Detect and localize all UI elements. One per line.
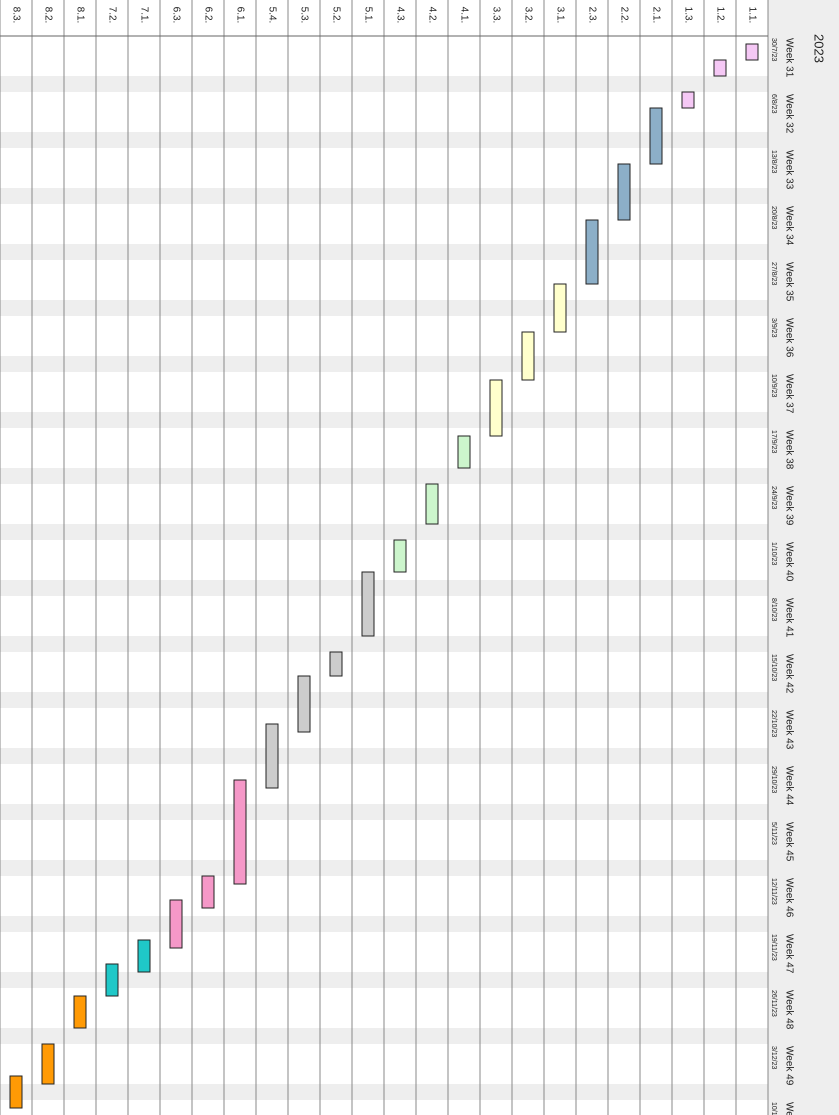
week-label: Week 49	[783, 1046, 794, 1086]
week-label: Week 44	[783, 766, 794, 806]
task-label: 5.4.	[266, 7, 277, 24]
task-label: 1.2.	[714, 7, 725, 24]
week-label: Week 43	[783, 710, 794, 750]
week-date: 29/10/23	[770, 766, 777, 793]
task-label: 8.2.	[42, 7, 53, 24]
week-label: Week 39	[783, 486, 794, 526]
header-background	[768, 0, 839, 1115]
task-bar	[457, 435, 471, 469]
task-bar	[585, 219, 599, 285]
week-label: Week 36	[783, 318, 794, 358]
task-bar	[393, 539, 407, 573]
week-label: Week 48	[783, 990, 794, 1030]
week-label: Week 50	[783, 1102, 794, 1115]
week-label: Week 40	[783, 542, 794, 582]
week-date: 3/12/23	[770, 1046, 777, 1069]
task-bar	[649, 107, 663, 165]
year-label: 2023	[812, 34, 827, 63]
task-label: 3.1.	[554, 7, 565, 24]
task-label: 3.2.	[522, 7, 533, 24]
task-bar	[265, 723, 279, 789]
task-bar	[745, 43, 759, 61]
task-bar	[105, 963, 119, 997]
week-label: Week 33	[783, 150, 794, 190]
task-bar	[201, 875, 215, 909]
task-bar	[361, 571, 375, 637]
task-bar	[425, 483, 439, 525]
week-date: 8/10/23	[770, 598, 777, 621]
task-label: 7.1.	[138, 7, 149, 24]
week-label: Week 47	[783, 934, 794, 974]
task-bar	[9, 1075, 23, 1109]
task-bar	[489, 379, 503, 437]
task-label: 2.2.	[618, 7, 629, 24]
week-date: 22/10/23	[770, 710, 777, 737]
task-label: 2.1.	[650, 7, 661, 24]
task-label: 5.3.	[298, 7, 309, 24]
task-bar	[681, 91, 695, 109]
task-label: 8.1.	[74, 7, 85, 24]
task-label: 1.3.	[682, 7, 693, 24]
week-date: 10/12/23	[770, 1102, 777, 1115]
task-label: 3.3.	[490, 7, 501, 24]
task-label: 4.2.	[426, 7, 437, 24]
task-label: 5.2.	[330, 7, 341, 24]
week-label: Week 46	[783, 878, 794, 918]
week-date: 1/10/23	[770, 542, 777, 565]
week-label: Week 38	[783, 430, 794, 470]
task-bar	[617, 163, 631, 221]
week-date: 15/10/23	[770, 654, 777, 681]
week-label: Week 37	[783, 374, 794, 414]
week-date: 17/9/23	[770, 430, 777, 453]
task-label: 4.3.	[394, 7, 405, 24]
week-label: Week 31	[783, 38, 794, 78]
week-label: Week 45	[783, 822, 794, 862]
week-label: Week 42	[783, 654, 794, 694]
week-date: 27/8/23	[770, 262, 777, 285]
week-date: 13/8/23	[770, 150, 777, 173]
task-bar	[169, 899, 183, 949]
week-date: 20/8/23	[770, 206, 777, 229]
task-label: 1.1.	[746, 7, 757, 24]
week-date: 10/9/23	[770, 374, 777, 397]
week-label: Week 35	[783, 262, 794, 302]
task-bar	[553, 283, 567, 333]
task-label: 6.1.	[234, 7, 245, 24]
task-bar	[297, 675, 311, 733]
task-label: 2.3.	[586, 7, 597, 24]
task-bar	[329, 651, 343, 677]
task-bar	[521, 331, 535, 381]
week-date: 3/9/23	[770, 318, 777, 338]
week-label: Week 34	[783, 206, 794, 246]
week-date: 12/11/23	[770, 878, 777, 905]
week-label: Week 32	[783, 94, 794, 134]
week-date: 5/11/23	[770, 822, 777, 845]
task-label: 6.2.	[202, 7, 213, 24]
task-bar	[233, 779, 247, 885]
week-date: 19/11/23	[770, 934, 777, 961]
week-date: 30/7/23	[770, 38, 777, 61]
task-label: 7.2.	[106, 7, 117, 24]
task-bar	[137, 939, 151, 973]
task-bar	[713, 59, 727, 77]
task-label: 4.1.	[458, 7, 469, 24]
week-date: 24/9/23	[770, 486, 777, 509]
task-bar	[73, 995, 87, 1029]
task-label: 5.1.	[362, 7, 373, 24]
task-label: 6.3.	[170, 7, 181, 24]
task-label: 8.3.	[10, 7, 21, 24]
task-bar	[41, 1043, 55, 1085]
week-date: 6/8/23	[770, 94, 777, 114]
week-label: Week 41	[783, 598, 794, 638]
week-date: 26/11/23	[770, 990, 777, 1017]
